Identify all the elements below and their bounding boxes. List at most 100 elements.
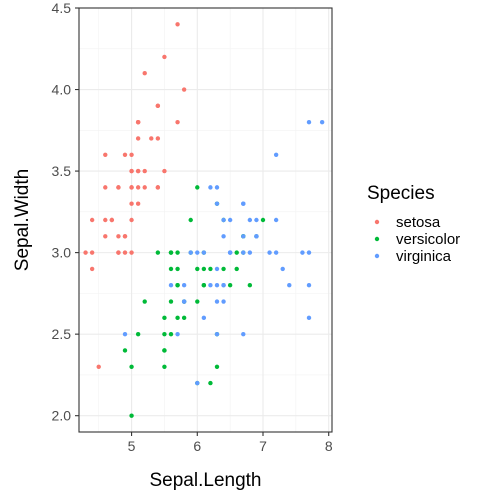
data-point-setosa <box>181 87 187 92</box>
data-point-setosa <box>162 54 167 60</box>
data-point-versicolor <box>162 348 167 353</box>
data-point-versicolor <box>214 364 220 369</box>
data-point-versicolor <box>201 283 207 288</box>
data-point-virginica <box>175 331 180 337</box>
data-point-setosa <box>162 168 167 174</box>
data-point-setosa <box>149 136 154 141</box>
data-point-virginica <box>247 217 253 223</box>
data-point-setosa <box>142 71 147 76</box>
data-point-virginica <box>241 234 246 239</box>
data-point-versicolor <box>195 266 200 272</box>
data-point-virginica <box>273 250 279 255</box>
data-point-virginica <box>214 185 220 190</box>
x-tick-label: 8 <box>325 438 333 454</box>
y-axis-title: Sepal.Width <box>12 169 33 271</box>
data-point-virginica <box>214 266 220 272</box>
data-point-setosa <box>129 217 134 223</box>
data-point-setosa <box>175 119 180 125</box>
y-tick-label: 4.0 <box>52 82 72 98</box>
y-tick-label: 2.5 <box>52 326 72 342</box>
data-point-virginica <box>195 380 200 386</box>
data-point-versicolor <box>162 364 167 369</box>
data-point-virginica <box>122 331 128 337</box>
data-point-virginica <box>254 217 259 223</box>
data-point-setosa <box>129 185 134 190</box>
data-point-virginica <box>214 299 220 304</box>
legend-key-virginica <box>374 253 380 259</box>
data-point-virginica <box>214 331 220 337</box>
data-point-versicolor <box>175 266 180 272</box>
data-point-virginica <box>306 250 312 255</box>
data-point-virginica <box>306 315 312 321</box>
data-point-setosa <box>155 185 161 190</box>
data-point-setosa <box>135 168 141 174</box>
data-point-virginica <box>181 283 187 288</box>
data-point-virginica <box>300 250 305 255</box>
legend-label-versicolor: versicolor <box>396 231 460 248</box>
data-point-setosa <box>135 119 141 125</box>
data-point-versicolor <box>162 315 167 321</box>
data-point-setosa <box>155 103 161 109</box>
data-points <box>83 22 325 418</box>
data-point-virginica <box>306 119 312 125</box>
data-point-setosa <box>135 201 141 206</box>
data-point-setosa <box>135 136 141 141</box>
x-axis-title: Sepal.Length <box>150 470 262 491</box>
data-point-setosa <box>155 136 161 141</box>
x-tick-label: 6 <box>193 438 201 454</box>
data-point-setosa <box>129 168 134 174</box>
data-point-setosa <box>109 217 115 223</box>
data-point-versicolor <box>168 250 174 255</box>
data-point-virginica <box>306 283 312 288</box>
data-point-virginica <box>208 283 213 288</box>
data-point-virginica <box>214 283 220 288</box>
data-point-setosa <box>129 201 134 206</box>
data-point-virginica <box>267 250 272 255</box>
data-point-virginica <box>319 119 325 125</box>
x-tick-label: 5 <box>128 438 136 454</box>
y-tick-label: 4.5 <box>52 0 72 16</box>
data-point-versicolor <box>175 250 180 255</box>
data-point-versicolor <box>142 299 147 304</box>
y-tick-label: 2.0 <box>52 408 72 424</box>
data-point-virginica <box>241 201 246 206</box>
data-point-setosa <box>122 234 128 239</box>
data-point-versicolor <box>227 283 233 288</box>
legend-title: Species <box>367 183 435 204</box>
data-point-setosa <box>122 152 128 157</box>
data-point-setosa <box>135 185 141 190</box>
data-point-versicolor <box>195 299 200 304</box>
data-point-virginica <box>287 283 292 288</box>
data-point-versicolor <box>175 283 180 288</box>
data-point-setosa <box>116 250 121 255</box>
legend-label-virginica: virginica <box>396 248 452 265</box>
data-point-virginica <box>247 250 253 255</box>
data-point-setosa <box>103 152 108 157</box>
data-point-versicolor <box>208 380 213 386</box>
data-point-virginica <box>241 331 246 337</box>
data-point-setosa <box>129 152 134 157</box>
data-point-versicolor <box>129 364 134 369</box>
data-point-versicolor <box>188 217 193 223</box>
data-point-versicolor <box>201 266 207 272</box>
data-point-virginica <box>221 234 226 239</box>
data-point-versicolor <box>234 266 239 272</box>
data-point-virginica <box>221 283 226 288</box>
data-point-setosa <box>142 168 147 174</box>
data-point-versicolor <box>155 250 161 255</box>
data-point-virginica <box>273 152 279 157</box>
y-tick-label: 3.5 <box>52 163 72 179</box>
data-point-virginica <box>227 250 233 255</box>
data-point-versicolor <box>175 315 180 321</box>
data-point-setosa <box>103 234 108 239</box>
data-point-setosa <box>122 250 128 255</box>
axes: 5 6 7 8 2.0 2.5 3.0 3.5 4.0 4.5 <box>52 0 333 454</box>
data-point-virginica <box>208 185 213 190</box>
data-point-setosa <box>142 185 147 190</box>
data-point-versicolor <box>168 266 174 272</box>
data-point-setosa <box>83 250 88 255</box>
data-point-setosa <box>89 217 95 223</box>
